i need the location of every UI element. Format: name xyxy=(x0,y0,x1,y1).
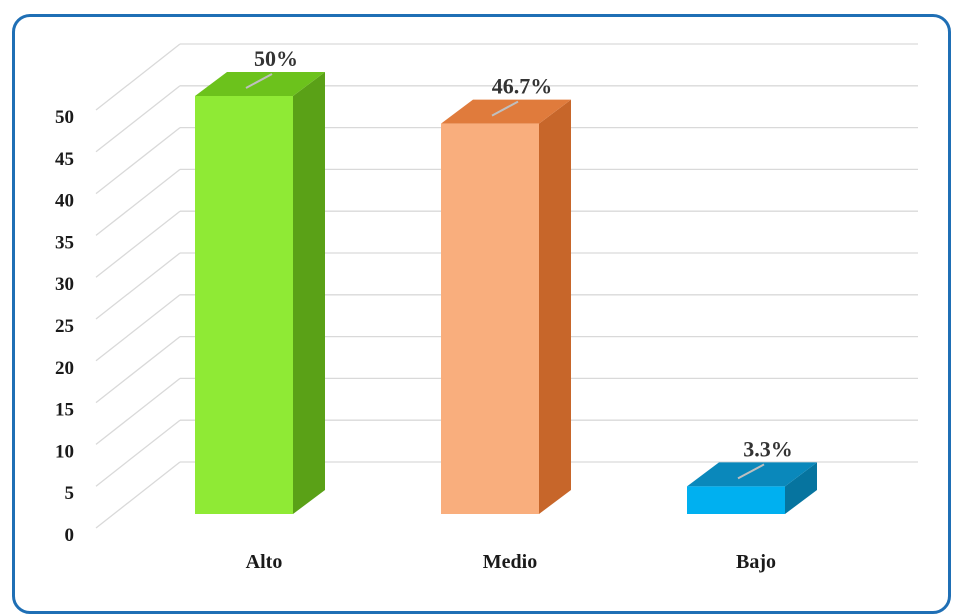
data-label: 3.3% xyxy=(743,436,793,461)
bar-alto xyxy=(195,72,325,514)
x-category-label: Bajo xyxy=(736,551,776,573)
gridline-diagonal xyxy=(95,168,181,236)
bar-chart: 0 5 10 15 20 25 30 35 40 45 50 50% 46.7% 3.3% Alto Me… xyxy=(55,43,918,573)
y-tick-label: 30 xyxy=(55,274,74,295)
data-labels: 50% 46.7% 3.3% xyxy=(245,46,793,480)
y-tick-label: 0 xyxy=(65,525,75,546)
gridline-diagonal xyxy=(95,377,181,445)
x-category-label: Medio xyxy=(483,551,537,573)
y-tick-label: 10 xyxy=(55,441,74,462)
gridline-diagonal xyxy=(95,419,181,487)
bar-front xyxy=(441,123,539,514)
gridline-diagonal xyxy=(95,85,181,153)
gridline-diagonal xyxy=(95,461,181,529)
bar-bajo xyxy=(687,462,817,514)
bar-top xyxy=(195,72,325,96)
gridline-diagonal xyxy=(95,336,181,404)
bar-side xyxy=(293,72,325,514)
bar-side xyxy=(785,462,817,514)
gridline-diagonal xyxy=(95,252,181,320)
x-axis: Alto Medio Bajo xyxy=(246,551,776,573)
y-tick-label: 5 xyxy=(65,483,75,504)
leader-line xyxy=(737,463,765,480)
y-tick-label: 20 xyxy=(55,358,74,379)
gridline-diagonal xyxy=(95,210,181,278)
x-category-label: Alto xyxy=(246,551,283,573)
y-axis: 0 5 10 15 20 25 30 35 40 45 50 xyxy=(55,107,74,546)
bar-front xyxy=(687,486,785,514)
y-tick-label: 40 xyxy=(55,191,74,212)
bar-top xyxy=(687,462,817,487)
leader-line xyxy=(245,73,273,89)
data-label: 46.7% xyxy=(492,74,553,99)
y-tick-label: 15 xyxy=(55,400,74,421)
y-tick-label: 35 xyxy=(55,232,74,253)
bar-side xyxy=(539,99,571,514)
gridline-diagonal xyxy=(95,43,181,111)
leader-line xyxy=(491,100,519,117)
gridline-diagonal xyxy=(95,294,181,362)
bar-medio xyxy=(441,99,571,514)
bar-top xyxy=(441,99,571,124)
y-tick-label: 45 xyxy=(55,149,74,170)
bars xyxy=(195,72,817,514)
y-tick-label: 25 xyxy=(55,316,74,337)
data-label: 50% xyxy=(254,46,298,71)
gridline-diagonal xyxy=(95,127,181,195)
y-tick-label: 50 xyxy=(55,107,74,128)
bar-front xyxy=(195,96,293,514)
